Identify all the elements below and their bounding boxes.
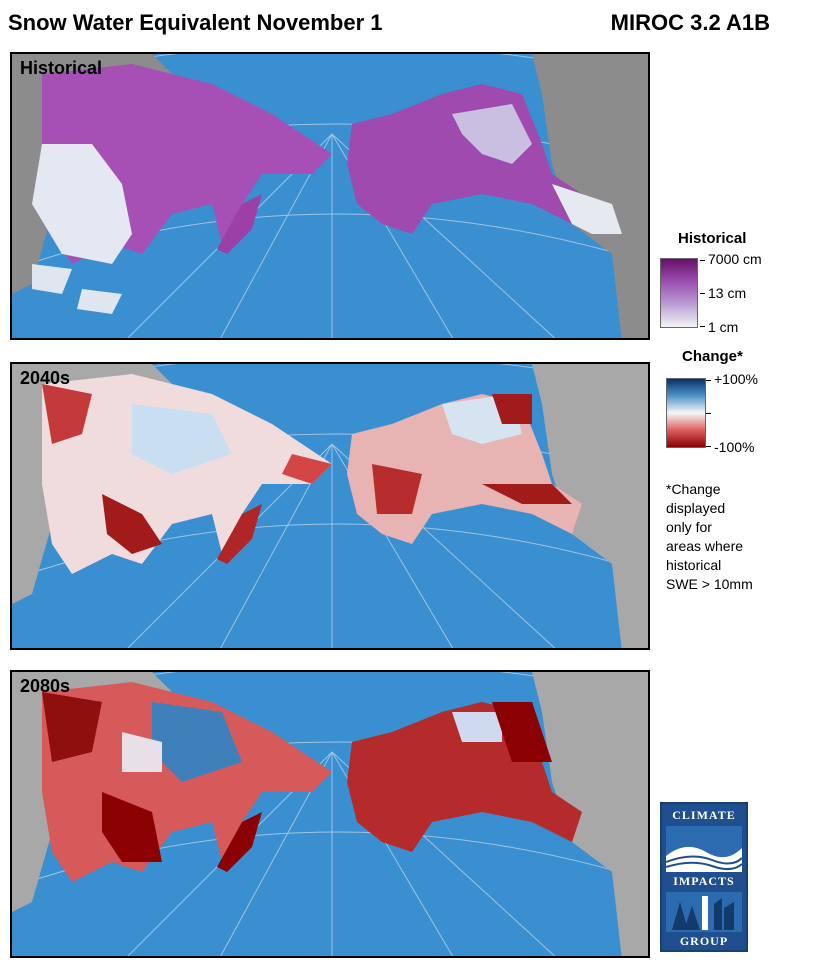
change-chukotka [282,454,332,484]
land-namerica-grey [532,672,648,956]
footnote-line: *Change [666,481,721,497]
footnote-line: only for [666,519,712,535]
chart-title: Snow Water Equivalent November 1 [8,10,383,35]
map-panel-2080s: 2080s [10,670,650,958]
legend-change-tick-min [706,446,711,447]
legend-historical-title: Historical [678,230,747,247]
change-yukon-red [492,394,532,424]
land-namerica-grey [532,364,648,648]
snow-siberia-light [32,144,132,264]
land-namerica-grey [532,54,648,338]
logo-forest-icon [666,892,742,932]
footnote-line: displayed [666,500,726,516]
legend-change-colorbar [666,378,706,448]
legend-historical-tick-min [700,326,705,327]
change-south-red [102,494,162,554]
legend-change-max-label: +100% [714,371,758,387]
logo-landscape-icon [665,826,743,872]
legend-change-tick-mid [706,413,711,414]
snow-kamchatka [217,194,262,254]
change-yukon-red [492,702,552,762]
change-siberia-blue [132,404,232,474]
map-2080s [12,672,648,956]
change-siberia-blue [152,702,242,782]
legend-historical-tick-mid [700,293,705,294]
change-siberia-white [122,732,162,772]
footnote-line: historical [666,557,722,573]
change-coast-red [482,484,572,504]
legend-change-tick-max [706,380,711,381]
map-historical [12,54,648,338]
model-label: MIROC 3.2 A1B [610,10,770,35]
snow-japan-light [77,289,122,314]
climate-impacts-group-logo: CLIMATE IMPACTS GROUP [660,802,748,952]
legend-historical-tick-max [700,260,705,261]
panel-label-historical: Historical [20,58,103,78]
footnote-line: SWE > 10mm [666,576,753,592]
snow-coast-light [32,264,72,294]
legend-change-min-label: -100% [714,439,755,455]
snow-canada-light [552,184,622,234]
logo-word-top: CLIMATE [672,808,736,822]
change-south-red [102,792,162,862]
logo-word-bottom: GROUP [679,934,729,948]
legend-historical-colorbar [660,258,698,328]
logo-word-middle: IMPACTS [673,874,735,888]
map-panel-2040s: 2040s [10,362,650,650]
legend-historical-mid-label: 13 cm [708,285,747,301]
change-kamchatka [217,504,262,564]
change-kamchatka [217,812,262,872]
panel-label-2040s: 2040s [20,368,71,388]
change-west-red [42,384,92,444]
legend-historical-min-label: 1 cm [708,319,739,335]
map-2040s [12,364,648,648]
change-footnote: *Change displayed only for areas where h… [666,480,786,594]
legend-change-title: Change* [682,348,743,365]
snow-alaska [347,84,582,234]
footnote-line: areas where [666,538,744,554]
snow-alaska-light [452,104,532,164]
change-west-red [42,692,102,762]
map-panel-historical: Historical [10,52,650,340]
panel-label-2080s: 2080s [20,676,71,696]
legend-historical-max-label: 7000 cm [708,251,762,267]
change-swalaska [372,464,422,514]
change-alaska-light [452,712,502,742]
